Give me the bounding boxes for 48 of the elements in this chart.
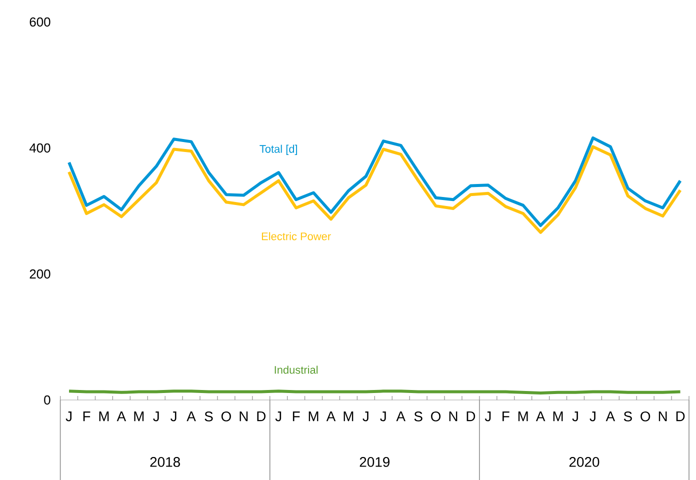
x-tick-label: A [536,411,546,421]
x-tick-label: S [204,411,213,422]
text: Total [d] [260,144,298,155]
y-tick-label: 200 [30,269,50,278]
x-tick-label: A [606,411,616,421]
text: 2020 [569,456,600,467]
x-tick-label: N [658,411,667,421]
x-tick-label: M [518,411,528,421]
x-tick-label: J [572,411,578,422]
x-tick-label: D [257,411,266,421]
x-tick-label: S [624,411,632,422]
x-tick-label: N [449,411,458,421]
x-tick-label: J [153,411,159,422]
y-tick-label: 600 [30,17,50,26]
x-tick-label: M [308,411,318,421]
x-tick-label: J [590,411,596,422]
y-tick-label: 0 [44,395,50,404]
x-tick-label: J [275,411,282,422]
x-tick-label: A [186,411,196,421]
line-series [68,136,682,227]
line-series [68,145,682,234]
x-tick-label: F [502,411,510,421]
text: 2018 [150,456,180,467]
x-tick-label: J [380,411,386,422]
x-tick-label: A [326,411,336,421]
y-tick-label: 400 [29,143,50,152]
x-tick-label: F [83,411,90,421]
x-tick-label: O [640,411,650,422]
x-tick-label: S [414,411,422,422]
x-tick-label: J [66,411,72,422]
x-tick-label: M [99,411,109,421]
x-tick-label: N [240,411,248,421]
series-label: Industrial [274,366,318,374]
x-tick-label: M [344,411,354,421]
x-tick-label: J [170,411,176,422]
x-tick-label: F [292,411,300,421]
text: 2019 [360,456,390,467]
x-tick-label: M [553,411,563,421]
x-tick-label: A [116,411,126,421]
x-tick-label: J [362,411,368,422]
series-label: Electric Power [262,232,331,240]
x-tick-label: D [466,411,476,421]
x-tick-label: O [221,411,231,422]
x-tick-label: D [676,411,685,421]
x-tick-label: O [431,411,441,422]
x-tick-label: J [484,411,491,422]
x-tick-label: M [134,411,144,421]
x-tick-label: A [396,411,406,421]
